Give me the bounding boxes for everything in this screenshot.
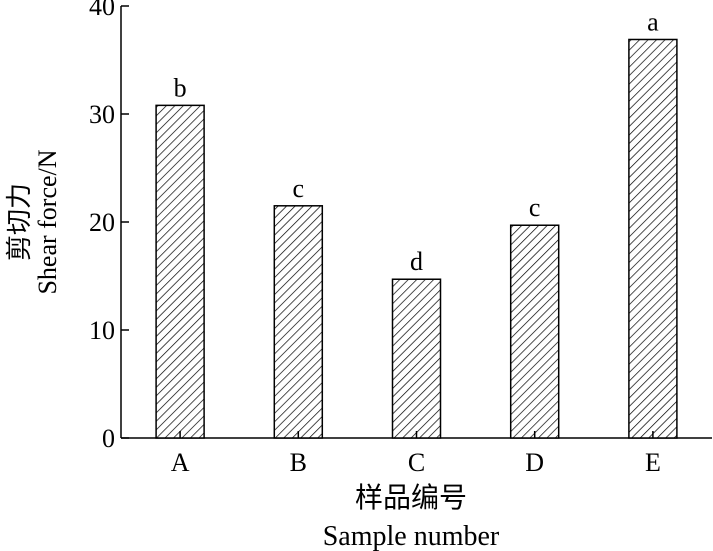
y-axis-label-en: Shear force/N xyxy=(33,149,62,294)
y-tick-label-1: 10 xyxy=(89,316,115,345)
bars: b c d c a xyxy=(155,7,678,439)
bar-E xyxy=(628,38,678,439)
x-tick-label-E: E xyxy=(645,448,661,477)
x-ticks: A B C D E xyxy=(171,431,661,477)
x-tick-label-A: A xyxy=(171,448,190,477)
significance-label-C: d xyxy=(410,247,423,276)
bar-B xyxy=(273,205,324,439)
y-axis-label-cn: 剪切力 xyxy=(5,183,34,261)
x-tick-label-D: D xyxy=(525,448,544,477)
x-axis-label-cn: 样品编号 xyxy=(355,482,467,514)
x-axis-label-en: Sample number xyxy=(323,521,500,551)
y-tick-label-4: 40 xyxy=(89,0,115,21)
significance-label-D: c xyxy=(529,193,541,222)
y-tick-label-3: 30 xyxy=(89,100,115,129)
significance-label-E: a xyxy=(647,7,659,36)
x-tick-label-C: C xyxy=(408,448,425,477)
bar-D xyxy=(509,224,560,439)
x-tick-label-B: B xyxy=(290,448,307,477)
significance-label-A: b xyxy=(174,73,187,102)
significance-label-B: c xyxy=(293,174,305,203)
y-tick-label-0: 0 xyxy=(102,424,115,453)
y-tick-label-2: 20 xyxy=(89,208,115,237)
y-ticks: 0 10 20 30 40 xyxy=(89,0,129,453)
bar-C xyxy=(391,278,442,439)
bar-A xyxy=(155,104,205,439)
